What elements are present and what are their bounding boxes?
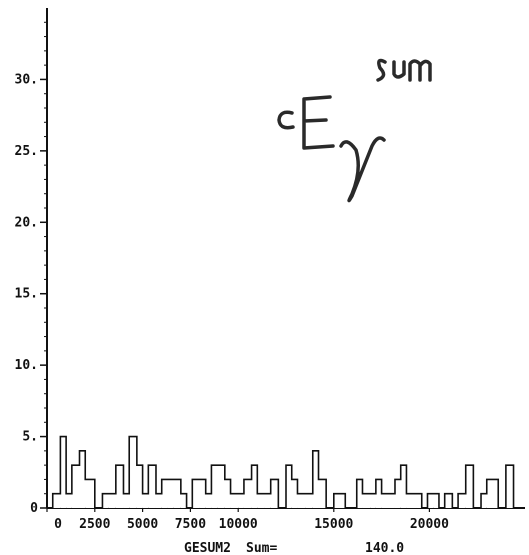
histogram-bar [211,465,218,508]
histogram-bar [333,493,346,508]
histogram-bars [52,436,514,508]
histogram-bar [444,493,453,508]
x-tick-label: 7500 [175,517,206,532]
histogram-bar [370,493,376,508]
x-tick-label: 0 [54,517,62,532]
histogram-bar [199,479,206,508]
histogram-bar [136,465,143,508]
histogram-bar [492,479,499,508]
histogram-bar [394,479,401,508]
histogram-bar [264,493,271,508]
histogram-bar [427,493,434,508]
histogram-bar [356,479,363,508]
histogram-bar [192,479,200,508]
histogram-bar [433,493,439,508]
x-tick-label: 5000 [127,517,158,532]
histogram-bar [79,450,86,508]
y-tick-label: 10. [15,358,38,373]
histogram-bar [286,465,292,508]
histogram-bar [381,493,395,508]
histogram-bar [71,465,80,508]
x-axis-caption-sum-value: 140.0 [365,541,404,555]
histogram-bar [291,479,298,508]
handwritten-annotation [277,58,432,203]
y-tick-label: 25. [15,144,38,159]
histogram-bar [375,479,382,508]
y-tick-label: 0 [30,501,38,516]
histogram-bar [238,493,244,508]
histogram-bar [312,450,319,508]
histogram-bar [60,436,67,508]
histogram-bar [416,493,422,508]
x-tick-label: 2500 [79,517,110,532]
y-tick-label: 30. [15,72,38,87]
histogram-bar [297,493,306,508]
histogram-bar [362,493,371,508]
histogram-bar [224,479,231,508]
histogram-bar [148,465,156,508]
histogram-bar [129,436,137,508]
annotation-gamma [339,136,386,203]
histogram-bar [142,493,149,508]
x-axis-ticks: 0 2500 5000 7500 10000 15000 20000 [46,508,449,532]
annotation-c [277,110,295,130]
histogram-bar [161,479,168,508]
histogram-bar [155,493,162,508]
y-axis-ticks: 5. 10. 15. 20. 25. 30. 0 [15,21,47,516]
histogram-bar [173,479,181,508]
histogram-bar [318,479,327,508]
histogram-bar [230,493,239,508]
histogram-bar [406,493,417,508]
histogram-bar [400,465,407,508]
x-tick-label: 15000 [314,517,353,532]
histogram-bar [481,493,487,508]
histogram-bar [167,479,174,508]
histogram-bar [251,465,258,508]
histogram-bar [217,465,225,508]
x-tick-label: 20000 [410,517,449,532]
histogram-bar [505,465,514,508]
histogram-bar [102,493,109,508]
histogram-bar [123,493,130,508]
histogram-bar [465,465,474,508]
histogram-bar [305,493,313,508]
histogram-bar [52,493,61,508]
y-tick-label: 5. [22,430,38,445]
x-tick-label: 10000 [219,517,258,532]
x-axis-caption-sum-label: Sum= [246,541,277,555]
histogram-bar [66,493,72,508]
histogram-bar [85,479,95,508]
histogram-bar [180,493,187,508]
y-tick-label: 15. [15,287,38,302]
histogram-bar [108,493,116,508]
histogram-outline [51,435,515,509]
histogram-bar [115,465,124,508]
histogram-bar [257,493,265,508]
x-axis-caption-name: GESUM2 [184,541,231,555]
histogram-bar [270,479,279,508]
annotation-sum [376,58,432,82]
histogram-bar [205,493,212,508]
annotation-E [302,95,335,150]
histogram-bar [458,493,466,508]
y-tick-label: 20. [15,215,38,230]
histogram-bar [486,479,493,508]
histogram-bar [243,479,252,508]
